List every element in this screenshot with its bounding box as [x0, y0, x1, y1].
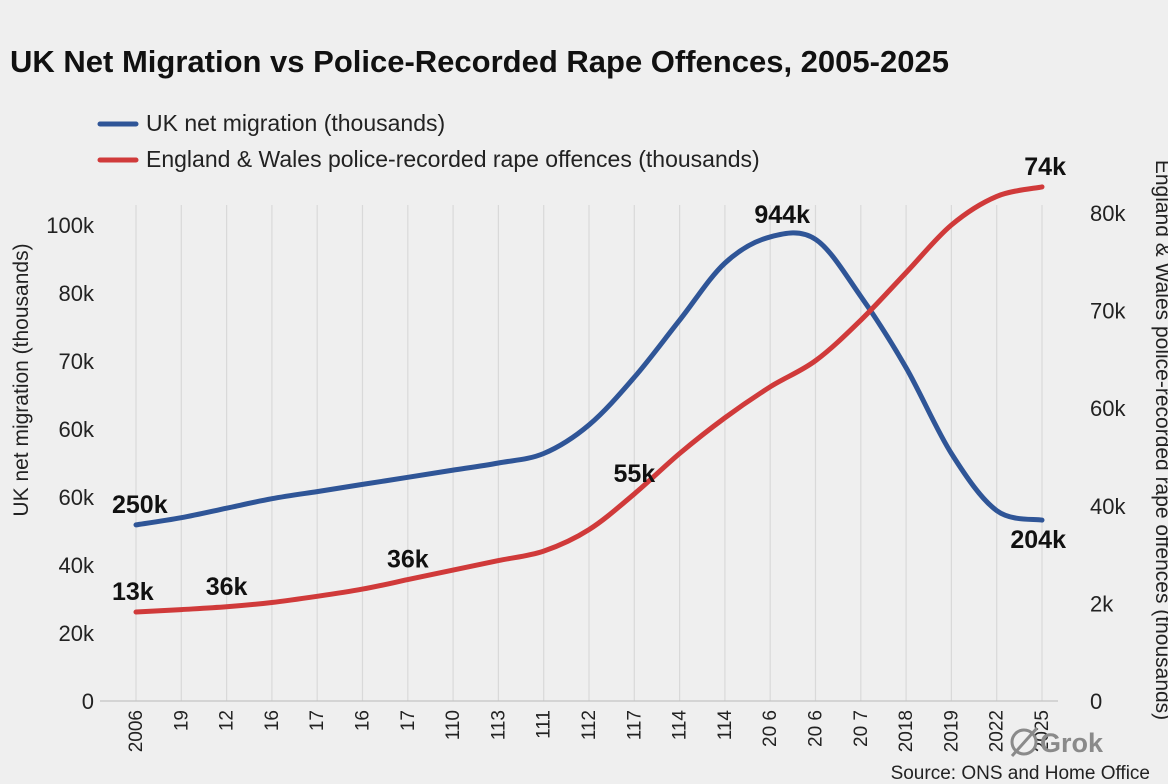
x-tick-label: 112	[579, 710, 600, 740]
chart-title: UK Net Migration vs Police-Recorded Rape…	[10, 44, 949, 79]
x-tick-label: 20 6	[760, 710, 781, 747]
left-tick-label: 60k	[59, 485, 95, 510]
data-label: 36k	[206, 573, 248, 601]
left-tick-label: 80k	[59, 281, 95, 306]
x-tick-label: 17	[398, 710, 419, 731]
source-note: Source: ONS and Home Office	[891, 763, 1150, 784]
right-axis-ticks: 0 2k 40k 60k 70k 80k	[1090, 201, 1126, 714]
right-axis-label: England & Wales police-recorded rape off…	[1151, 160, 1168, 720]
x-tick-label: 19	[171, 710, 192, 731]
data-label: 74k	[1024, 153, 1066, 181]
grid	[135, 205, 1043, 701]
x-tick-label: 20 7	[851, 710, 872, 747]
data-label: 36k	[387, 546, 429, 574]
left-tick-label: 20k	[59, 621, 95, 646]
left-tick-label: 40k	[59, 553, 95, 578]
x-tick-label: 2018	[896, 710, 917, 752]
legend: UK net migration (thousands) England & W…	[97, 110, 760, 172]
data-label: 204k	[1010, 526, 1066, 554]
right-tick-label: 40k	[1090, 494, 1126, 519]
grok-logo-icon	[1010, 727, 1039, 757]
x-tick-label: 110	[443, 710, 464, 740]
x-tick-label: 12	[217, 710, 238, 731]
data-label: 55k	[613, 460, 655, 488]
brand-name: Grok	[1040, 728, 1104, 758]
x-tick-label: 16	[353, 710, 374, 731]
legend-label-migration: UK net migration (thousands)	[146, 110, 445, 136]
x-tick-label: 16	[262, 710, 283, 731]
data-label: 13k	[112, 578, 154, 606]
x-tick-label: 114	[670, 710, 691, 741]
right-tick-label: 80k	[1090, 201, 1126, 226]
data-label: 250k	[112, 491, 168, 519]
x-tick-label: 117	[624, 710, 645, 740]
x-tick-label: 20 6	[806, 710, 827, 747]
brand-watermark: Grok	[1010, 727, 1104, 758]
x-tick-label: 114	[715, 710, 736, 741]
left-tick-label: 60k	[59, 417, 95, 442]
x-tick-label: 113	[488, 710, 509, 740]
data-label: 944k	[754, 201, 810, 229]
x-tick-label: 111	[534, 710, 555, 739]
x-tick-label: 2019	[941, 710, 962, 752]
legend-label-rape-offences: England & Wales police-recorded rape off…	[146, 146, 760, 172]
left-tick-label: 100k	[46, 213, 95, 238]
series-line-migration	[133, 230, 1045, 528]
data-labels: 250k 13k 36k 36k 55k 944k 74k 204k	[112, 153, 1066, 606]
left-tick-label: 0	[82, 689, 94, 714]
left-axis-ticks: 0 20k 40k 60k 60k 70k 80k 100k	[46, 213, 95, 714]
series-lines	[133, 184, 1045, 615]
left-tick-label: 70k	[59, 349, 95, 374]
right-tick-label: 70k	[1090, 299, 1126, 324]
right-tick-label: 2k	[1090, 591, 1114, 616]
x-tick-label: 2006	[126, 710, 147, 752]
right-tick-label: 60k	[1090, 396, 1126, 421]
series-line-rape-offences	[133, 184, 1045, 615]
right-tick-label: 0	[1090, 689, 1102, 714]
left-axis-label: UK net migration (thousands)	[10, 243, 33, 516]
x-axis-ticks: 2006 19 12 16 17 16 17 110 113 111 112 117 114 114 20 …	[126, 710, 1053, 753]
x-tick-label: 17	[307, 710, 328, 731]
x-tick-label: 2022	[987, 710, 1008, 752]
